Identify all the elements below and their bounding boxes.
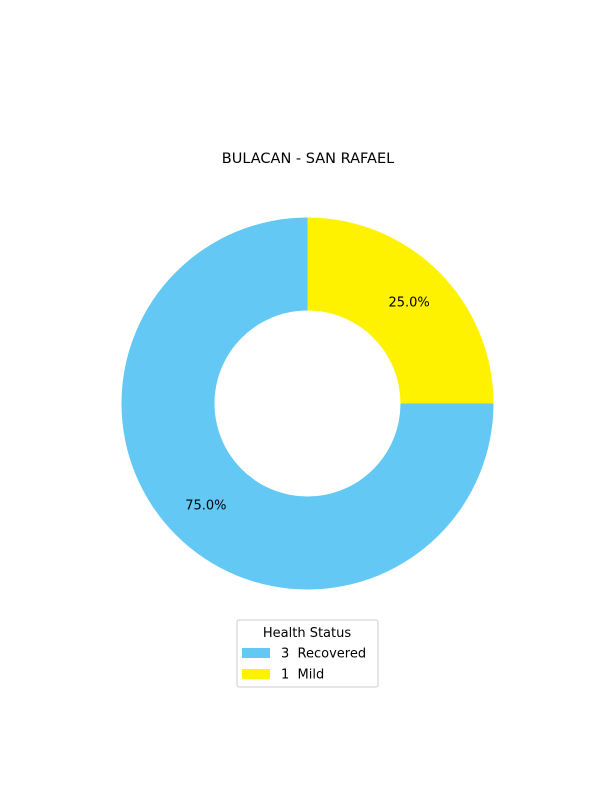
donut-slices [121,217,494,590]
legend-title: Health Status [263,626,351,641]
slice-recovered [121,217,494,590]
legend-frame [236,619,379,688]
pct-label-mild: 25.0% [388,295,429,310]
legend-label-mild: 1 Mild [281,668,324,683]
legend-swatch-mild [242,669,270,679]
legend-swatch-recovered [242,648,270,658]
slice-mild [307,217,494,404]
legend-label-recovered: 3 Recovered [281,647,366,662]
chart-title: BULACAN - SAN RAFAEL [222,151,394,167]
legend-items: 3 Recovered 1 Mild [242,647,366,683]
percentage-labels: 75.0% 25.0% [185,295,430,513]
legend: Health Status 3 Recovered 1 Mild [236,619,379,688]
pct-label-recovered: 75.0% [185,499,226,514]
